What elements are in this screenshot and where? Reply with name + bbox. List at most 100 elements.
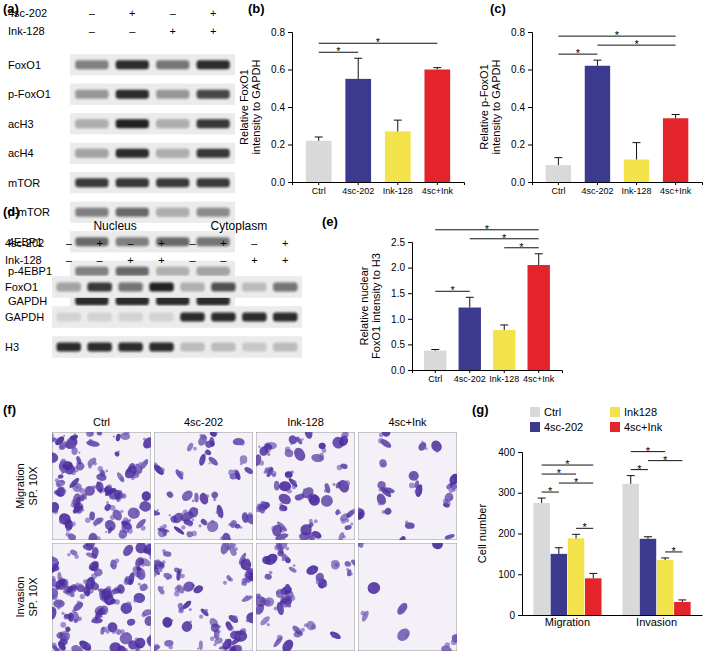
cell-process	[90, 563, 93, 566]
cell	[225, 574, 232, 582]
error-bar	[433, 68, 441, 70]
bar	[657, 560, 674, 615]
y-tick-label: 0.6	[271, 64, 285, 75]
cell-process	[150, 555, 151, 559]
micrograph	[358, 543, 457, 651]
cell-process	[228, 546, 232, 550]
x-tick-mark	[435, 370, 436, 373]
x-tick-label: Invasion	[636, 616, 677, 628]
cell-process	[244, 573, 249, 578]
error-bar	[538, 498, 546, 503]
cell-process	[154, 573, 157, 577]
blot-band	[197, 149, 230, 158]
cell-process	[71, 470, 76, 475]
cell	[304, 432, 314, 440]
y-tick-label: 1.5	[391, 288, 405, 299]
cell-process	[451, 479, 455, 483]
panel-label: (c)	[490, 1, 506, 16]
cell-process	[223, 649, 228, 651]
cell-process	[162, 549, 166, 553]
cell-process	[83, 588, 87, 592]
cell-process	[92, 540, 94, 541]
cell-process	[379, 433, 383, 437]
condition-label: Ink-128	[8, 25, 45, 37]
blot-group-label: Nucleus	[93, 219, 136, 233]
cell-process	[291, 480, 297, 486]
significance-label: *	[583, 521, 588, 533]
cell-process	[114, 599, 119, 604]
blot-row-label: GAPDH	[5, 311, 44, 323]
cell-process	[57, 601, 62, 606]
y-tick-mark	[408, 319, 412, 320]
cell-process	[66, 528, 70, 532]
x-tick: 4sc+Ink	[523, 370, 555, 384]
condition-sign: +	[129, 7, 135, 19]
cell	[287, 434, 299, 446]
cell-process	[74, 554, 79, 559]
cell-process	[124, 648, 128, 651]
cell-process	[120, 629, 125, 634]
cell-process	[157, 509, 159, 511]
figure: 0.00.20.40.60.8Relative FoxO1intensity t…	[0, 0, 709, 662]
blot-band	[87, 313, 111, 322]
cell-process	[267, 453, 270, 456]
cell-process	[110, 564, 113, 567]
significance-label: *	[502, 232, 507, 244]
legend-swatch	[530, 407, 540, 417]
legend-swatch	[610, 407, 620, 417]
cell	[294, 493, 305, 502]
cell-process	[287, 482, 290, 485]
cell-process	[296, 495, 301, 500]
cell	[157, 585, 166, 596]
blot-band	[197, 119, 230, 128]
y-tick-mark	[518, 452, 522, 453]
blot-band	[118, 313, 142, 322]
blot-panel: 4sc-202–+–+Ink-128––++FoxO1p-FoxO1acH3ac…	[8, 7, 235, 311]
blot-strip	[52, 306, 302, 328]
blot-band	[273, 343, 297, 352]
cell-process	[56, 483, 60, 487]
cell-process	[304, 623, 308, 627]
cell	[53, 435, 65, 447]
cell	[180, 488, 195, 503]
cell-process	[174, 591, 180, 597]
condition-sign: +	[158, 254, 164, 266]
blot-band	[75, 149, 108, 158]
x-tick-label: Ctrl	[551, 186, 565, 196]
cell	[63, 613, 72, 620]
cell-process	[111, 593, 114, 596]
blot-row-label: GAPDH	[8, 295, 47, 307]
cell-process	[78, 459, 80, 461]
cell	[408, 470, 420, 482]
cell-process	[265, 467, 270, 472]
cell-process	[328, 500, 330, 502]
bar	[459, 308, 481, 370]
cell-process	[188, 492, 190, 494]
cell-process	[180, 530, 182, 532]
cell-process	[129, 574, 134, 579]
cell-process	[337, 465, 343, 471]
blot-band	[211, 283, 235, 292]
condition-sign: –	[128, 237, 135, 249]
cell-process	[450, 497, 453, 500]
y-tick: 0.4	[271, 102, 292, 113]
y-tick: 2.0	[391, 262, 412, 273]
error-bar	[572, 534, 580, 538]
cell	[103, 518, 118, 533]
bar	[306, 141, 332, 182]
cell-process	[53, 509, 58, 514]
y-tick: 0.2	[511, 139, 532, 150]
bar	[674, 602, 691, 615]
condition-sign: +	[96, 237, 102, 249]
y-tick-mark	[408, 268, 412, 269]
cell-process	[60, 459, 66, 465]
x-axis: Ctrl4sc-202Ink-1284sc+Ink	[533, 182, 703, 196]
cell	[233, 438, 245, 446]
cell	[366, 580, 382, 596]
x-tick-label: Ink-128	[622, 186, 652, 196]
cell-process	[117, 450, 120, 453]
blot-band	[180, 343, 204, 352]
cell-process	[95, 536, 101, 540]
cell-process	[279, 506, 285, 512]
cell-process	[301, 438, 304, 441]
